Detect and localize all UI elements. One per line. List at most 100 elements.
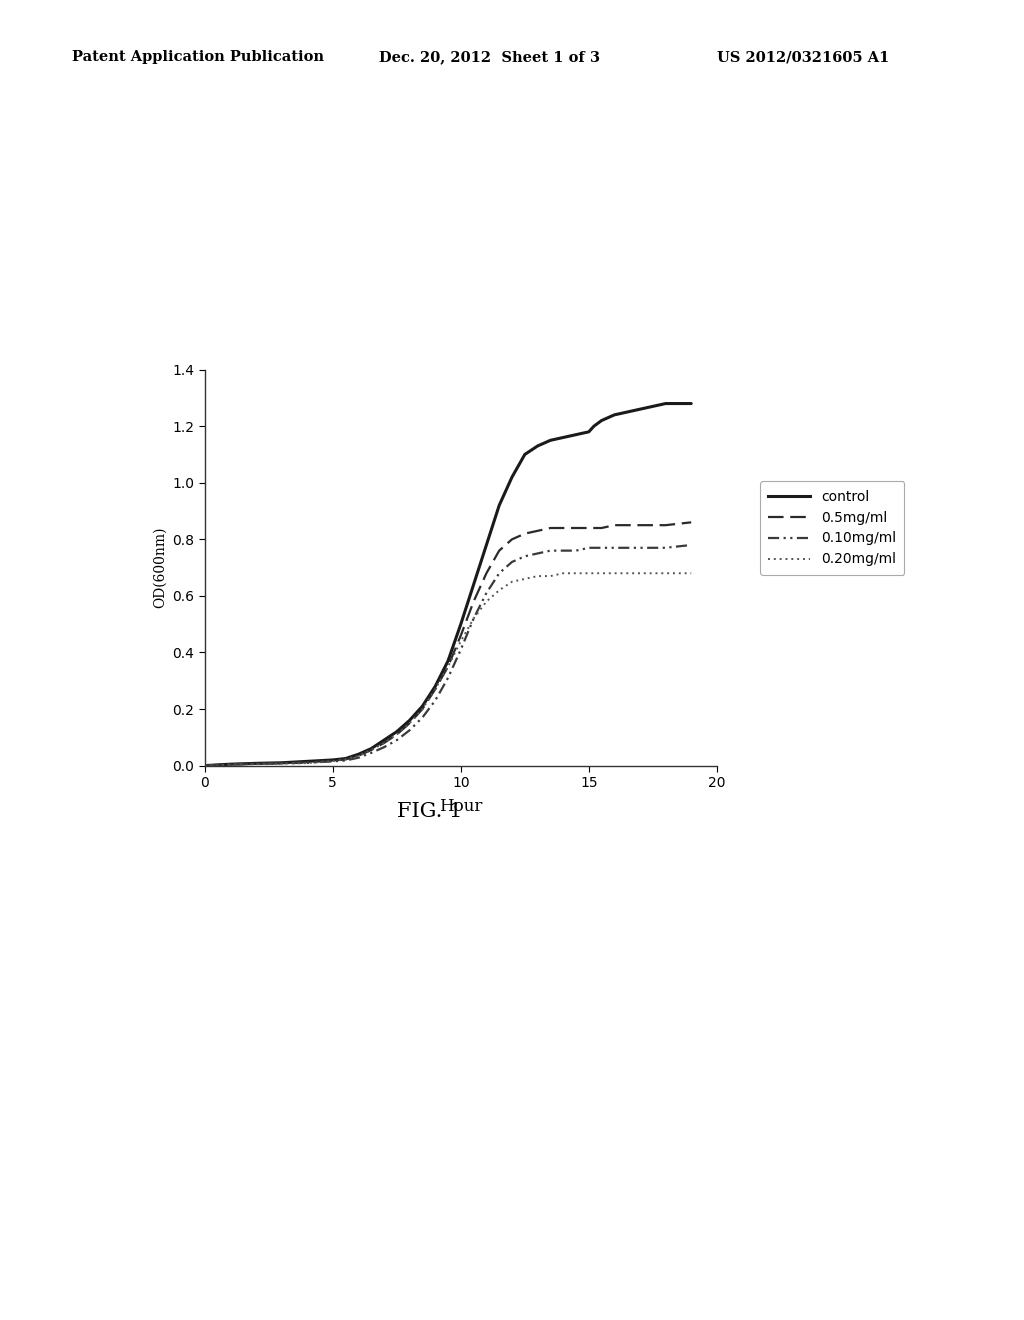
Legend: control, 0.5mg/ml, 0.10mg/ml, 0.20mg/ml: control, 0.5mg/ml, 0.10mg/ml, 0.20mg/ml	[760, 482, 904, 574]
X-axis label: Hour: Hour	[439, 799, 482, 816]
control	[595, 413, 607, 429]
Y-axis label: OD(600nm): OD(600nm)	[153, 527, 167, 609]
0.10mg/ml	[275, 755, 288, 771]
0.5mg/ml	[403, 715, 416, 731]
0.20mg/ml	[224, 756, 237, 772]
0.10mg/ml	[250, 756, 262, 772]
control	[588, 418, 600, 434]
0.20mg/ml	[301, 755, 313, 771]
0.5mg/ml	[429, 681, 441, 697]
control	[224, 756, 237, 772]
control	[685, 396, 697, 412]
0.20mg/ml	[608, 565, 621, 581]
control	[275, 755, 288, 771]
0.10mg/ml	[506, 554, 518, 570]
control	[545, 433, 557, 449]
control	[494, 498, 506, 513]
control	[301, 754, 313, 770]
control	[608, 407, 621, 422]
0.10mg/ml	[480, 585, 493, 601]
0.5mg/ml	[340, 751, 352, 767]
0.10mg/ml	[199, 758, 211, 774]
0.5mg/ml	[390, 726, 402, 742]
control	[403, 713, 416, 729]
0.5mg/ml	[224, 756, 237, 772]
control	[378, 733, 390, 748]
control	[390, 723, 402, 739]
0.20mg/ml	[659, 565, 672, 581]
0.20mg/ml	[352, 747, 365, 763]
0.5mg/ml	[442, 659, 455, 675]
Line: 0.5mg/ml: 0.5mg/ml	[205, 523, 691, 766]
0.10mg/ml	[390, 733, 402, 748]
control	[583, 424, 595, 440]
0.20mg/ml	[455, 634, 467, 649]
0.5mg/ml	[659, 517, 672, 533]
0.10mg/ml	[352, 750, 365, 766]
0.10mg/ml	[494, 565, 506, 581]
0.10mg/ml	[685, 537, 697, 553]
0.20mg/ml	[403, 715, 416, 731]
0.5mg/ml	[545, 520, 557, 536]
0.20mg/ml	[467, 611, 479, 627]
0.5mg/ml	[583, 520, 595, 536]
0.10mg/ml	[442, 671, 455, 686]
0.5mg/ml	[378, 735, 390, 751]
0.10mg/ml	[340, 752, 352, 768]
0.20mg/ml	[429, 681, 441, 697]
0.20mg/ml	[545, 568, 557, 583]
0.10mg/ml	[416, 710, 428, 726]
0.20mg/ml	[583, 565, 595, 581]
0.20mg/ml	[621, 565, 633, 581]
0.10mg/ml	[455, 642, 467, 657]
0.5mg/ml	[275, 755, 288, 771]
Text: FIG. 1: FIG. 1	[397, 803, 463, 821]
control	[480, 537, 493, 553]
0.20mg/ml	[378, 735, 390, 751]
control	[327, 752, 339, 768]
0.10mg/ml	[327, 754, 339, 770]
0.20mg/ml	[199, 758, 211, 774]
control	[365, 741, 377, 756]
0.20mg/ml	[569, 565, 582, 581]
0.20mg/ml	[634, 565, 646, 581]
0.10mg/ml	[659, 540, 672, 556]
0.5mg/ml	[647, 517, 659, 533]
0.10mg/ml	[569, 543, 582, 558]
0.5mg/ml	[352, 747, 365, 763]
control	[199, 758, 211, 774]
control	[442, 653, 455, 669]
0.20mg/ml	[685, 565, 697, 581]
0.20mg/ml	[250, 756, 262, 772]
0.10mg/ml	[608, 540, 621, 556]
0.20mg/ml	[506, 574, 518, 590]
0.5mg/ml	[199, 758, 211, 774]
0.20mg/ml	[518, 572, 530, 587]
0.5mg/ml	[327, 752, 339, 768]
0.10mg/ml	[634, 540, 646, 556]
0.5mg/ml	[608, 517, 621, 533]
0.5mg/ml	[455, 627, 467, 643]
0.5mg/ml	[634, 517, 646, 533]
control	[416, 698, 428, 714]
0.20mg/ml	[647, 565, 659, 581]
0.5mg/ml	[569, 520, 582, 536]
0.5mg/ml	[494, 543, 506, 558]
control	[531, 438, 544, 454]
0.20mg/ml	[531, 568, 544, 583]
control	[429, 678, 441, 694]
0.20mg/ml	[442, 659, 455, 675]
Line: 0.10mg/ml: 0.10mg/ml	[205, 545, 691, 766]
0.5mg/ml	[301, 754, 313, 770]
control	[455, 616, 467, 632]
control	[340, 751, 352, 767]
control	[352, 746, 365, 762]
control	[518, 446, 530, 462]
control	[250, 755, 262, 771]
Text: Dec. 20, 2012  Sheet 1 of 3: Dec. 20, 2012 Sheet 1 of 3	[379, 50, 600, 65]
0.20mg/ml	[595, 565, 607, 581]
control	[557, 429, 569, 445]
0.5mg/ml	[621, 517, 633, 533]
0.20mg/ml	[480, 594, 493, 610]
0.5mg/ml	[467, 594, 479, 610]
